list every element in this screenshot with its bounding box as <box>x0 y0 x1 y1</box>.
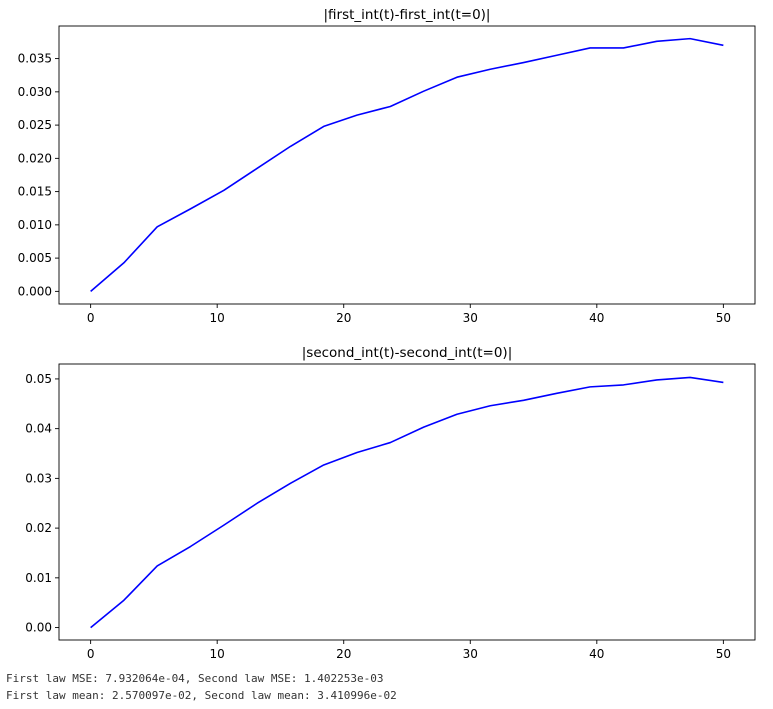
x-tick-label: 0 <box>87 311 95 325</box>
y-tick-label: 0.015 <box>18 185 52 199</box>
x-tick-label: 40 <box>589 311 604 325</box>
series-line <box>90 37 724 292</box>
y-tick-label: 0.035 <box>18 52 52 66</box>
y-tick-label: 0.025 <box>18 118 52 132</box>
y-tick-label: 0.00 <box>25 621 52 635</box>
figure: |first_int(t)-first_int(t=0)| 0 10 20 30 40 50… <box>18 7 756 661</box>
y-tick-label: 0.010 <box>18 218 52 232</box>
x-tick-label: 20 <box>336 311 351 325</box>
first-law-plot: |first_int(t)-first_int(t=0)| 0 10 20 30 40 50… <box>18 7 756 325</box>
x-tick-label: 30 <box>463 647 478 661</box>
second-law-plot: |second_int(t)-second_int(t=0)| 0 10 20 30 40… <box>25 345 756 661</box>
y-tick-label: 0.01 <box>25 571 52 585</box>
x-tick-label: 30 <box>463 311 478 325</box>
axes-frame <box>58 25 756 305</box>
y-tick-label: 0.020 <box>18 151 52 165</box>
y-tick-label: 0.04 <box>25 422 52 436</box>
axes-frame <box>58 363 756 641</box>
x-tick-label: 50 <box>716 311 731 325</box>
x-tick-label: 0 <box>87 647 95 661</box>
x-tick-label: 40 <box>589 647 604 661</box>
x-tick-label: 10 <box>210 647 225 661</box>
series-line <box>90 376 724 629</box>
x-tick-label: 50 <box>716 647 731 661</box>
second-law-summary-line: First law mean: 2.570097e-02, Second law… <box>6 689 397 702</box>
y-tick-label: 0.030 <box>18 85 52 99</box>
x-tick-label: 20 <box>336 647 351 661</box>
y-tick-label: 0.05 <box>25 372 52 386</box>
chart-title: |first_int(t)-first_int(t=0)| <box>324 7 491 23</box>
y-tick-label: 0.03 <box>25 471 52 485</box>
y-tick-label: 0.02 <box>25 521 52 535</box>
y-tick-label: 0.005 <box>18 251 52 265</box>
first-law-summary-line: First law MSE: 7.932064e-04, Second law … <box>6 672 384 685</box>
chart-title: |second_int(t)-second_int(t=0)| <box>302 345 513 361</box>
y-tick-label: 0.000 <box>18 284 52 298</box>
x-tick-label: 10 <box>210 311 225 325</box>
